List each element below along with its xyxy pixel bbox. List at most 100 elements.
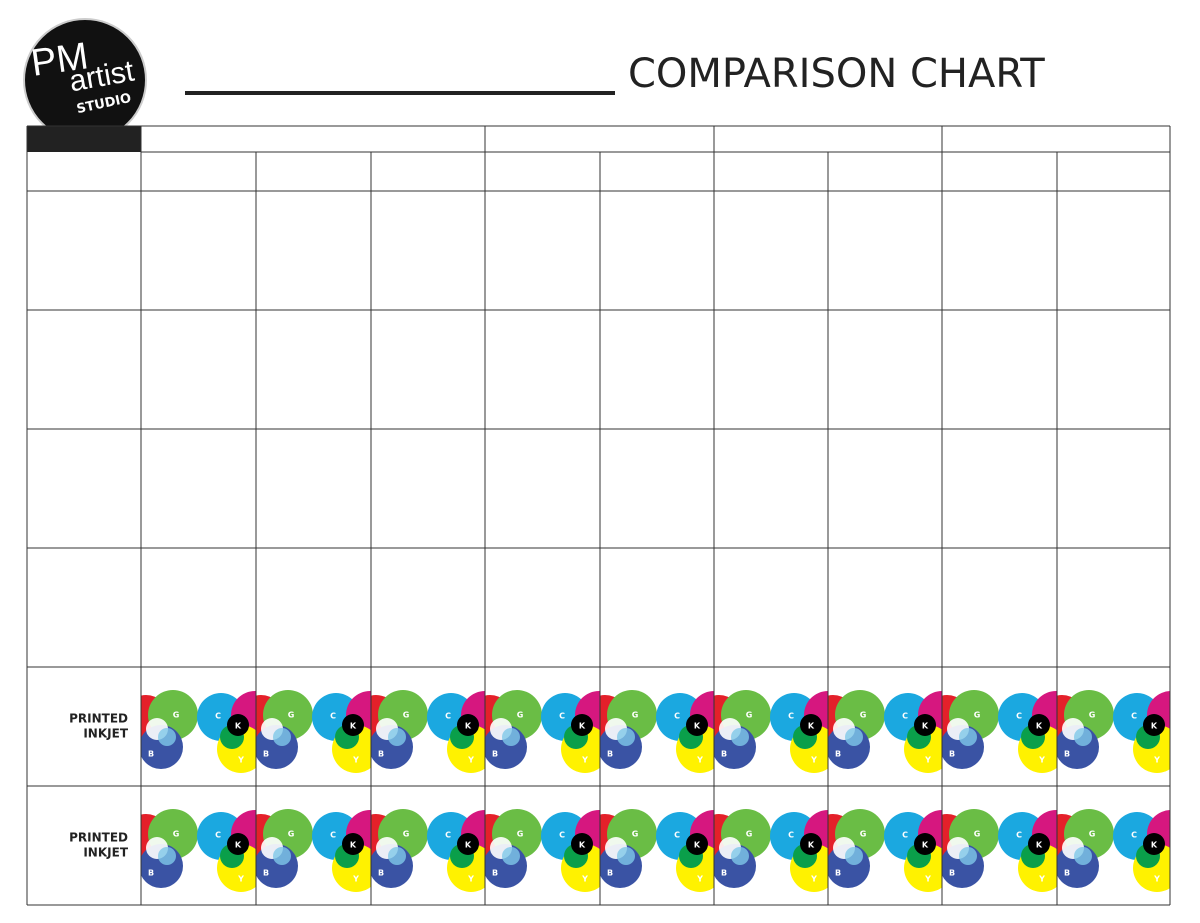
swatch-letter: Y xyxy=(810,875,817,884)
swatch-letter: K xyxy=(694,841,701,850)
color-swatch: G B C K Y xyxy=(371,690,485,773)
swatch-letter: Y xyxy=(1038,756,1045,765)
swatch-letter: C xyxy=(559,831,565,840)
swatch-letter: B xyxy=(607,869,613,878)
color-swatch: G B C K Y xyxy=(828,690,942,773)
color-swatch: G B C K Y xyxy=(714,690,828,773)
swatch-circle xyxy=(227,833,249,855)
swatch-letter: K xyxy=(350,841,357,850)
swatch-letter: K xyxy=(579,722,586,731)
swatch-circle xyxy=(388,847,406,865)
swatch-letter: B xyxy=(263,869,269,878)
swatch-letter: B xyxy=(492,869,498,878)
swatch-letter: Y xyxy=(924,756,931,765)
swatch-letter: Y xyxy=(237,756,244,765)
swatch-letter: C xyxy=(674,712,680,721)
swatch-circle xyxy=(158,847,176,865)
swatch-circle xyxy=(273,847,291,865)
table-grid xyxy=(26,125,1171,906)
swatch-letter: C xyxy=(902,712,908,721)
swatch-letter: G xyxy=(746,830,753,839)
color-swatch: G B C K Y xyxy=(485,690,600,773)
swatch-letter: G xyxy=(974,830,981,839)
swatch-circle xyxy=(342,833,364,855)
swatch-letter: C xyxy=(215,712,221,721)
swatch-letter: Y xyxy=(696,875,703,884)
row-label: INKJET xyxy=(83,727,128,741)
swatch-letter: B xyxy=(1064,869,1070,878)
swatch-letter: C xyxy=(788,831,794,840)
swatch-circle xyxy=(686,714,708,736)
row-label: PRINTED xyxy=(69,712,128,726)
logo: PM artist STUDIO xyxy=(23,18,147,142)
swatch-circle xyxy=(617,847,635,865)
swatch-letter: G xyxy=(288,711,295,720)
page-title: COMPARISON CHART xyxy=(628,51,1045,97)
color-swatch: G B C K Y xyxy=(942,809,1057,892)
color-swatch: G B C K Y xyxy=(1057,690,1170,773)
swatch-letter: B xyxy=(378,750,384,759)
swatch-letter: B xyxy=(492,750,498,759)
swatch-letter: C xyxy=(902,831,908,840)
swatch-letter: G xyxy=(860,711,867,720)
swatch-circle xyxy=(1143,714,1165,736)
corner-cell xyxy=(27,126,141,152)
swatch-letter: K xyxy=(465,722,472,731)
swatch-letter: K xyxy=(694,722,701,731)
swatch-circle xyxy=(571,714,593,736)
swatch-circle xyxy=(158,728,176,746)
swatch-letter: C xyxy=(445,712,451,721)
swatch-circle xyxy=(1074,728,1092,746)
swatch-letter: K xyxy=(808,841,815,850)
swatch-circle xyxy=(1028,833,1050,855)
swatch-letter: G xyxy=(746,711,753,720)
swatch-circle xyxy=(502,728,520,746)
swatch-circle xyxy=(914,714,936,736)
swatch-letter: G xyxy=(288,830,295,839)
swatch-letter: K xyxy=(1036,722,1043,731)
swatch-circle xyxy=(342,714,364,736)
swatch-letter: G xyxy=(632,830,639,839)
color-swatch: G B C K Y xyxy=(600,809,714,892)
swatch-circle xyxy=(686,833,708,855)
swatch-letter: G xyxy=(517,830,524,839)
row-label: INKJET xyxy=(83,846,128,860)
swatch-letter: C xyxy=(1016,831,1022,840)
swatch-letter: K xyxy=(1151,841,1158,850)
swatch-circle xyxy=(1143,833,1165,855)
swatch-letter: B xyxy=(721,869,727,878)
swatch-letter: C xyxy=(330,831,336,840)
swatch-letter: Y xyxy=(696,756,703,765)
swatch-letter: K xyxy=(235,722,242,731)
swatch-letter: B xyxy=(721,750,727,759)
swatch-letter: C xyxy=(674,831,680,840)
swatch-letter: Y xyxy=(1153,875,1160,884)
row-label: PRINTED xyxy=(69,831,128,845)
swatch-letter: C xyxy=(445,831,451,840)
swatch-letter: C xyxy=(215,831,221,840)
swatch-circle xyxy=(388,728,406,746)
color-swatch: G B C K Y xyxy=(141,690,256,773)
swatch-letter: G xyxy=(1089,711,1096,720)
color-swatch: G B C K Y xyxy=(141,809,256,892)
swatch-letter: Y xyxy=(467,875,474,884)
swatch-circle xyxy=(502,847,520,865)
swatch-circle xyxy=(1074,847,1092,865)
color-swatch: G B C K Y xyxy=(600,690,714,773)
logo-text: PM xyxy=(29,35,91,85)
swatch-circle xyxy=(800,714,822,736)
swatch-letter: B xyxy=(263,750,269,759)
swatch-letter: Y xyxy=(467,756,474,765)
swatch-letter: G xyxy=(403,830,410,839)
swatch-letter: Y xyxy=(352,875,359,884)
swatch-letter: K xyxy=(1036,841,1043,850)
swatch-letter: C xyxy=(788,712,794,721)
swatch-letter: G xyxy=(974,711,981,720)
swatch-letter: Y xyxy=(1038,875,1045,884)
swatch-letter: B xyxy=(835,869,841,878)
color-swatch: G B C K Y xyxy=(256,809,371,892)
swatch-letter: K xyxy=(579,841,586,850)
swatch-letter: Y xyxy=(1153,756,1160,765)
swatch-circle xyxy=(914,833,936,855)
